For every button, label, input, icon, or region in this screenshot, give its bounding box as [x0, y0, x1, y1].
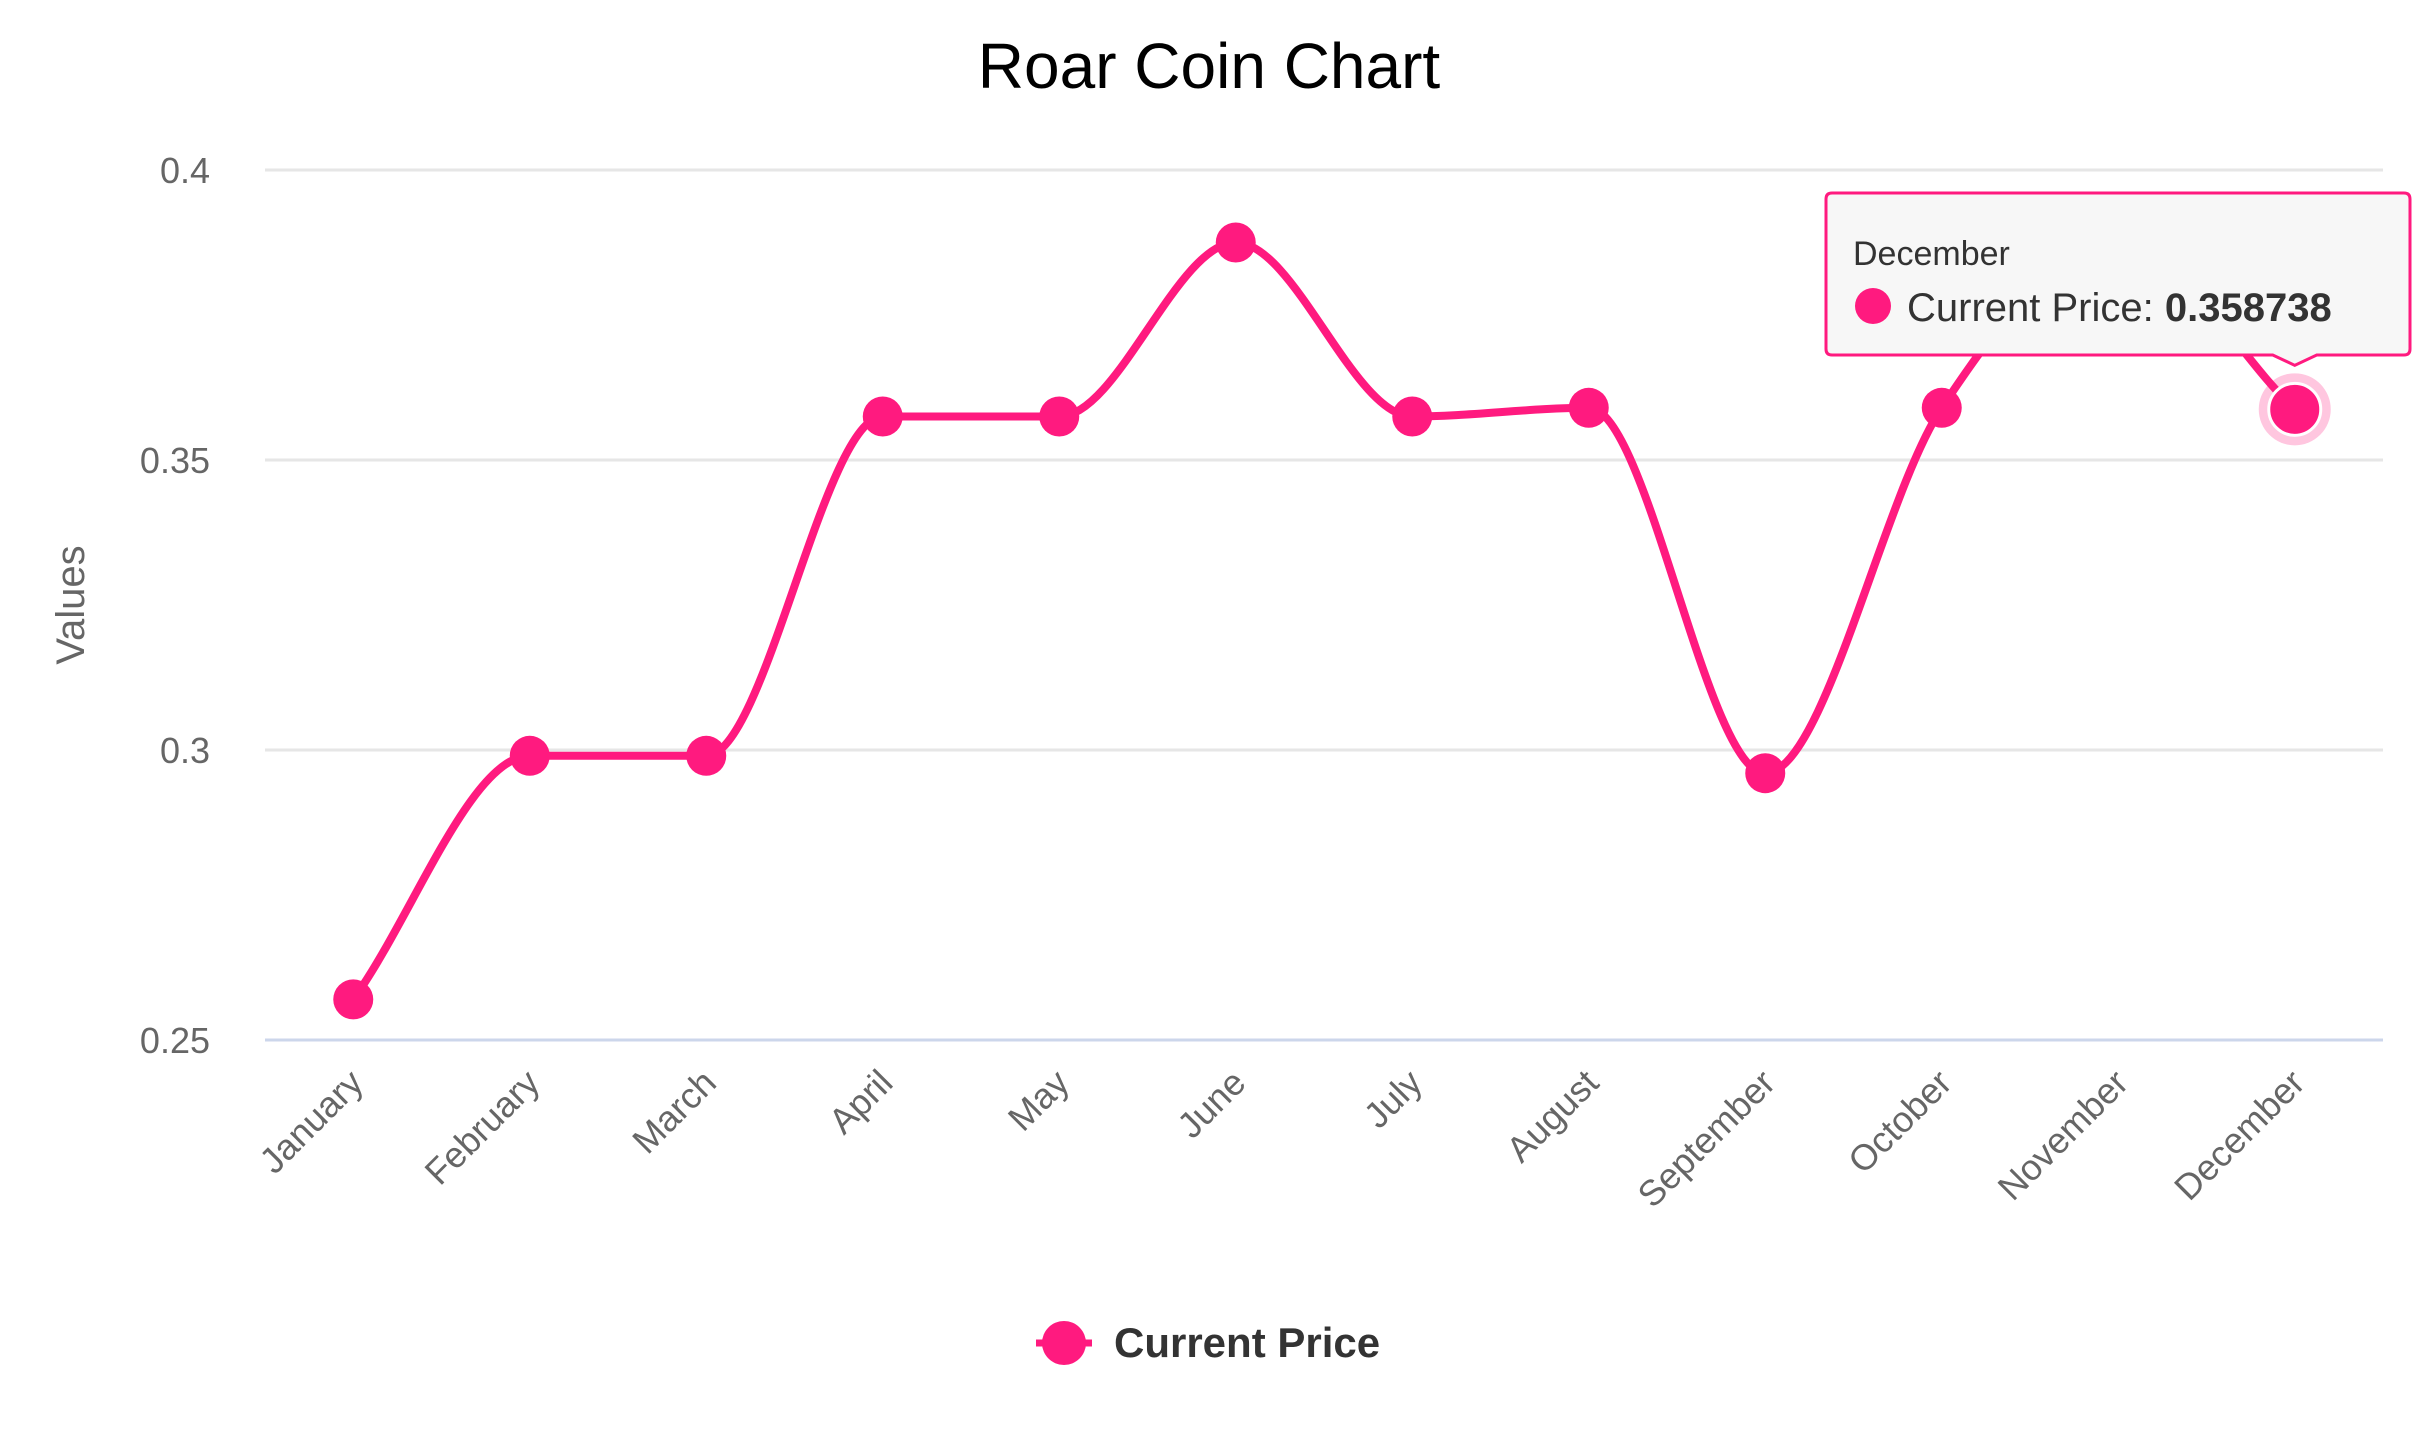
legend-label: Current Price: [1114, 1319, 1380, 1366]
x-tick-label: June: [1169, 1062, 1253, 1146]
x-tick-label: March: [624, 1062, 724, 1162]
x-axis-ticks: January February March April May June July Augu…: [251, 1062, 2312, 1216]
chart-title: Roar Coin Chart: [978, 30, 1441, 102]
y-tick-label: 0.35: [140, 440, 210, 481]
data-point: [1039, 396, 1080, 437]
tooltip-value: 0.358738: [2165, 286, 2332, 330]
x-tick-label: July: [1356, 1062, 1430, 1136]
data-point: [509, 735, 550, 776]
x-tick-label: November: [1989, 1062, 2135, 1208]
tooltip-line: Current Price: 0.358738: [1907, 286, 2332, 330]
data-point: [1745, 753, 1786, 794]
x-tick-label: April: [820, 1062, 900, 1142]
legend[interactable]: Current Price: [1036, 1319, 1380, 1366]
x-tick-label: January: [251, 1062, 371, 1182]
y-tick-label: 0.4: [160, 150, 210, 191]
tooltip-series-dot-icon: [1855, 288, 1891, 324]
tooltip-box: [1824, 191, 2412, 367]
data-point: [2267, 381, 2323, 437]
data-point: [1392, 396, 1433, 437]
grid-lines: [265, 168, 2383, 1042]
x-tick-label: February: [417, 1062, 548, 1193]
x-tick-label: October: [1840, 1062, 1960, 1182]
x-tick-label: December: [2166, 1062, 2312, 1208]
data-point: [862, 396, 903, 437]
y-axis-ticks: 0.25 0.3 0.35 0.4: [140, 150, 210, 1061]
tooltip-category: December: [1853, 235, 2010, 273]
x-tick-label: May: [1000, 1062, 1077, 1139]
data-point: [1215, 222, 1256, 263]
tooltip-series-label: Current Price:: [1907, 286, 2154, 330]
y-tick-label: 0.25: [140, 1020, 210, 1061]
y-tick-label: 0.3: [160, 730, 210, 771]
legend-marker-icon: [1042, 1321, 1086, 1365]
tooltip: December Current Price: 0.358738: [1824, 191, 2412, 367]
data-point: [333, 979, 374, 1020]
data-point: [1921, 387, 1962, 428]
data-point: [686, 735, 727, 776]
y-axis-title: Values: [49, 545, 93, 664]
data-point: [1568, 387, 1609, 428]
x-tick-label: August: [1498, 1062, 1606, 1170]
x-tick-label: September: [1629, 1062, 1783, 1216]
